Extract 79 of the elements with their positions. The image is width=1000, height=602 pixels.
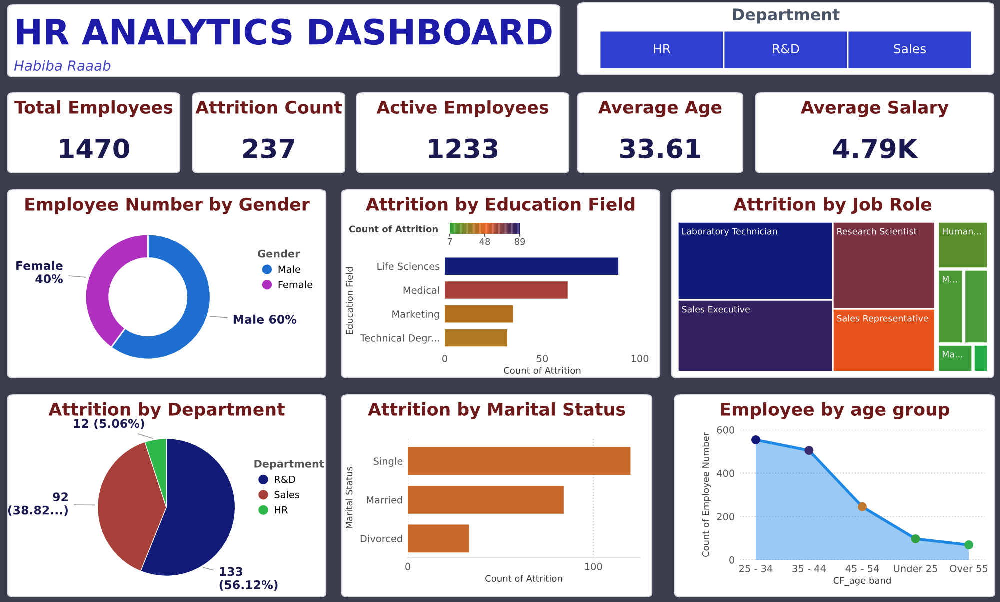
chart-title: Employee Number by Gender [26, 198, 310, 214]
legend-label: Male [278, 266, 300, 274]
text: 33.61 [620, 138, 700, 159]
category-label: M... [942, 276, 958, 283]
data-label: 12 (5.06%) [74, 418, 144, 430]
text: Active Employees [376, 100, 548, 118]
chart-title: Employee by age group [721, 402, 950, 420]
text: 237 [244, 138, 294, 159]
y-tick-label: Medical [404, 286, 440, 294]
bar [408, 524, 470, 553]
y-tick-label: Married [367, 496, 402, 504]
bar [445, 282, 568, 299]
category-label: R&D [773, 44, 800, 54]
color-bar-title: Count of Attrition [349, 226, 438, 233]
y-tick-label: 400 [717, 470, 734, 478]
y-tick-label: 600 [717, 426, 734, 434]
text: Total Employees [14, 100, 173, 118]
y-tick-label: Single [374, 458, 403, 467]
y-tick-label: 200 [717, 513, 734, 520]
y-tick-label: Divorced [360, 534, 402, 542]
x-tick-label: 0 [442, 355, 448, 362]
x-tick-label: Over 55 [950, 565, 988, 572]
color-bar-label: 89 [514, 238, 526, 246]
legend-label: R&D [275, 476, 296, 484]
y-axis-title: Marital Status [346, 467, 353, 528]
chart-title: Attrition by Education Field [366, 198, 635, 214]
text: 4.79K [833, 138, 919, 159]
x-axis-title: Count of Attrition [504, 367, 581, 374]
text: Habiba Raaab [14, 60, 111, 72]
text: Attrition Count [196, 100, 342, 114]
category-label: Research Scientist [838, 228, 917, 235]
x-tick-label: Under 25 [894, 564, 938, 572]
legend-label: Female [278, 280, 313, 288]
legend-title: Department [254, 460, 324, 470]
x-tick-label: 50 [537, 355, 548, 362]
y-tick-label: Technical Degr... [360, 334, 440, 344]
data-label: 92 (38.82...) [8, 492, 68, 516]
bar [408, 447, 631, 476]
text: 1233 [429, 138, 498, 159]
chart-title: Attrition by Department [48, 402, 285, 420]
category-label: Laboratory Technician [682, 228, 778, 236]
x-tick-label: 100 [632, 355, 649, 362]
bar [445, 329, 508, 347]
color-bar-label: 48 [480, 238, 490, 246]
y-tick-label: Life Sciences [378, 262, 440, 270]
category-label: Sales [894, 44, 926, 54]
x-tick-label: 100 [585, 563, 602, 570]
y-tick-label: 0 [730, 556, 734, 564]
color-bar-label: 7 [448, 238, 452, 246]
category-label: Sales Representative [837, 315, 928, 324]
chart-title: Attrition by Marital Status [368, 402, 626, 420]
category-label: Male 60% [234, 314, 297, 324]
text: Department [733, 8, 840, 24]
bar [445, 306, 514, 323]
x-tick-label: 45 - 54 [846, 565, 880, 572]
data-label: 133 (56.12%) [220, 567, 278, 591]
y-axis-title: Education Field [346, 267, 354, 334]
y-axis-title: Count of Employee Number [702, 432, 712, 558]
text: Average Salary [800, 100, 949, 118]
slice-label: Female [16, 261, 63, 270]
text: 1470 [60, 138, 130, 159]
x-axis-title: Count of Attrition [486, 575, 562, 582]
bar [445, 258, 619, 275]
x-tick-label: 35 - 44 [792, 565, 826, 572]
text: Attrition by Job Role [734, 198, 932, 214]
text: HR ANALYTICS DASHBOARD [17, 18, 552, 46]
category-label: Human... [942, 228, 982, 235]
x-tick-label: 25 - 34 [739, 565, 773, 572]
y-tick-label: Marketing [392, 310, 440, 320]
category-label: Sales Executive [682, 306, 750, 313]
legend-label: Sales [274, 490, 300, 498]
category-label: HR [654, 44, 671, 54]
legend-title: Gender [258, 250, 300, 258]
x-axis-title: CF_age band [834, 577, 891, 586]
text: Average Age [598, 101, 722, 118]
legend-label: HR [275, 506, 288, 514]
data-label: 40% [36, 274, 64, 284]
category-label: Ma... [942, 351, 962, 358]
bar [408, 486, 564, 514]
